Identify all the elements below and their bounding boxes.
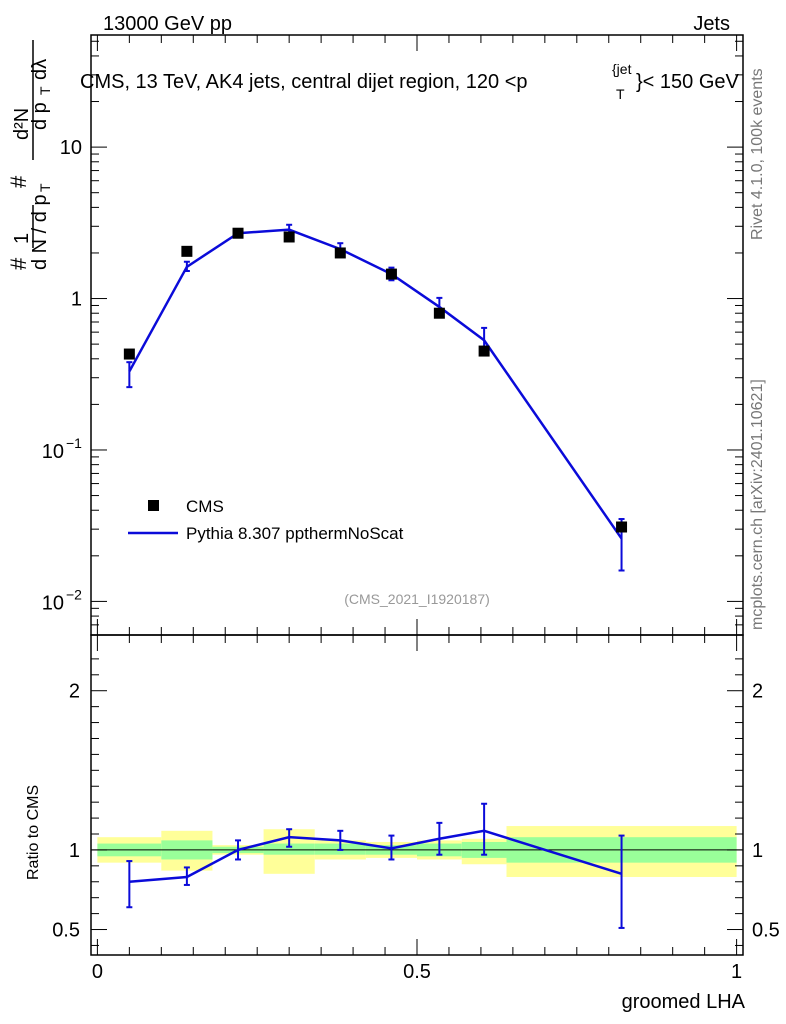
cms-data-point bbox=[433, 307, 445, 319]
y-tick-exponent: −1 bbox=[66, 435, 82, 451]
main-ylabel: # 1 d N / d p T # d²N d p T dλ bbox=[6, 40, 53, 270]
rivet-label: Rivet 4.1.0, 100k events bbox=[749, 68, 766, 240]
legend: CMS Pythia 8.307 ppthermNoScat bbox=[128, 497, 404, 543]
ratio-panel: 0 0.5 1 0.5 0.5 1 1 2 2 bbox=[52, 619, 780, 983]
cms-data-point bbox=[283, 231, 295, 243]
svg-text:dλ: dλ bbox=[29, 59, 51, 80]
x-axis-label: groomed LHA bbox=[622, 991, 746, 1013]
plot-title: CMS, 13 TeV, AK4 jets, central dijet reg… bbox=[80, 71, 528, 93]
ratio-band-inner bbox=[263, 843, 315, 855]
ratio-y-tick-label: 0.5 bbox=[52, 920, 80, 942]
y-tick-label: 10 bbox=[60, 137, 82, 159]
cms-data-point bbox=[616, 521, 628, 533]
cms-data-point bbox=[181, 245, 193, 257]
svg-text:1: 1 bbox=[11, 233, 33, 244]
y-tick-label: 10 bbox=[42, 441, 64, 463]
ratio-ylabel: Ratio to CMS bbox=[25, 785, 42, 880]
svg-text:d N / d p: d N / d p bbox=[29, 194, 51, 270]
svg-text:d p: d p bbox=[29, 102, 51, 130]
x-tick-label: 0 bbox=[92, 961, 103, 983]
energy-label: 13000 GeV pp bbox=[103, 13, 232, 35]
ratio-frame bbox=[90, 634, 744, 956]
plot-title-sub: T bbox=[616, 86, 625, 102]
svg-text:#: # bbox=[6, 257, 31, 270]
y-tick-label: 10 bbox=[42, 592, 64, 614]
main-frame bbox=[90, 34, 744, 636]
cms-data-point bbox=[232, 227, 244, 239]
ratio-mc-line bbox=[129, 829, 622, 884]
ratio-y-tick-label-right: 2 bbox=[752, 681, 763, 703]
plot-title-sup: {jet bbox=[612, 61, 632, 77]
x-tick-label: 0.5 bbox=[403, 961, 431, 983]
mc-line bbox=[128, 228, 623, 540]
legend-cms-label: CMS bbox=[186, 497, 224, 516]
ratio-y-tick-label: 2 bbox=[69, 681, 80, 703]
category-label: Jets bbox=[693, 13, 730, 35]
svg-text:#: # bbox=[6, 175, 31, 188]
ratio-y-tick-label-right: 0.5 bbox=[752, 920, 780, 942]
cms-data-point bbox=[334, 247, 346, 259]
plot-title-end: }< 150 GeV bbox=[636, 71, 740, 93]
analysis-id: (CMS_2021_I1920187) bbox=[344, 591, 490, 607]
cms-data-point bbox=[385, 268, 397, 280]
cms-data-point bbox=[123, 348, 135, 360]
svg-text:T: T bbox=[37, 86, 53, 95]
svg-text:d²N: d²N bbox=[11, 108, 33, 140]
legend-cms-marker bbox=[148, 500, 159, 511]
legend-mc-label: Pythia 8.307 ppthermNoScat bbox=[186, 524, 404, 543]
x-tick-label: 1 bbox=[731, 961, 742, 983]
cms-data-point bbox=[478, 345, 490, 357]
ratio-y-tick-label: 1 bbox=[69, 840, 80, 862]
svg-text:T: T bbox=[37, 183, 53, 192]
mcplots-label: mcplots.cern.ch [arXiv:2401.10621] bbox=[749, 379, 766, 630]
y-tick-exponent: −2 bbox=[66, 586, 82, 602]
y-tick-label: 1 bbox=[71, 289, 82, 311]
ratio-y-tick-label-right: 1 bbox=[752, 840, 763, 862]
